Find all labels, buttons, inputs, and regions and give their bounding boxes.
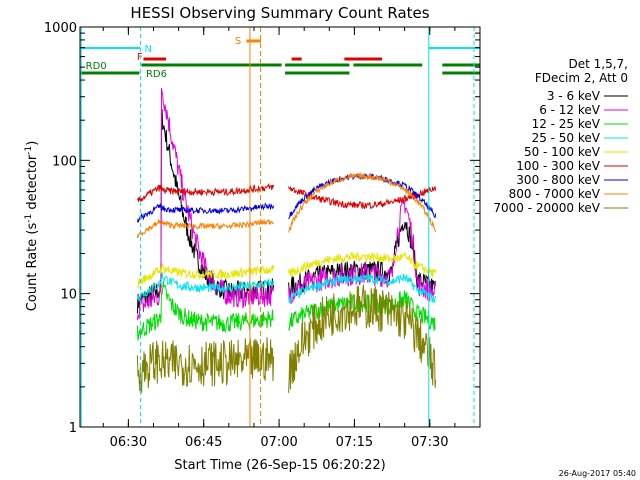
y-label-sup-2: -1 [24, 146, 34, 155]
legend-label: 100 - 300 keV [516, 159, 600, 173]
flag-label: N [144, 44, 151, 55]
y-tick-label: 1000 [44, 21, 77, 36]
flag-label: RD0 [86, 61, 107, 72]
legend-label: 12 - 25 keV [532, 117, 601, 131]
y-axis-label: Count Rate (s-1 detector-1) [24, 141, 40, 312]
flag-label: RD6 [146, 69, 167, 80]
y-axis: 1 10 100 1000 [44, 21, 480, 436]
series-trace [136, 182, 437, 209]
x-tick-label: 06:45 [185, 435, 222, 450]
series-traces [136, 88, 437, 394]
y-label-sup-1: -1 [24, 214, 34, 223]
series-trace [136, 284, 437, 394]
x-axis-label: Start Time (26-Sep-15 06:20:22) [174, 458, 385, 473]
legend-label: 7000 - 20000 keV [493, 201, 600, 215]
series-trace [136, 171, 437, 239]
legend-header-fdecim: FDecim 2, Att 0 [535, 71, 628, 85]
y-label-main: Count Rate (s [25, 223, 40, 312]
series-trace [136, 272, 437, 304]
x-tick-label: 07:00 [260, 435, 297, 450]
y-tick-label: 10 [60, 288, 77, 303]
timestamp: 26-Aug-2017 05:40 [559, 469, 636, 478]
flag-label: S [235, 36, 241, 47]
series-trace [136, 88, 437, 320]
legend-label: 50 - 100 keV [524, 145, 601, 159]
x-tick-label: 06:30 [110, 435, 147, 450]
x-axis: 06:30 06:45 07:00 07:15 07:30 [102, 27, 456, 450]
x-tick-label: 07:15 [336, 435, 373, 450]
legend-label: 3 - 6 keV [547, 89, 601, 103]
y-label-end: ) [25, 141, 40, 146]
y-tick-label: 1 [69, 421, 77, 436]
legend-label: 6 - 12 keV [539, 103, 601, 117]
y-tick-label: 100 [52, 154, 77, 169]
x-tick-label: 07:30 [411, 435, 448, 450]
chart-title: HESSI Observing Summary Count Rates [130, 4, 429, 22]
legend-label: 300 - 800 keV [516, 173, 600, 187]
series-trace [136, 251, 437, 289]
legend-label: 800 - 7000 keV [509, 187, 601, 201]
legend-label: 25 - 50 keV [532, 131, 601, 145]
region-lines [80, 27, 475, 427]
legend-header-det: Det 1,5,7, [569, 57, 629, 71]
flag-label: F [137, 52, 143, 63]
plot-frame [79, 26, 481, 428]
y-label-mid: detector [25, 154, 40, 214]
